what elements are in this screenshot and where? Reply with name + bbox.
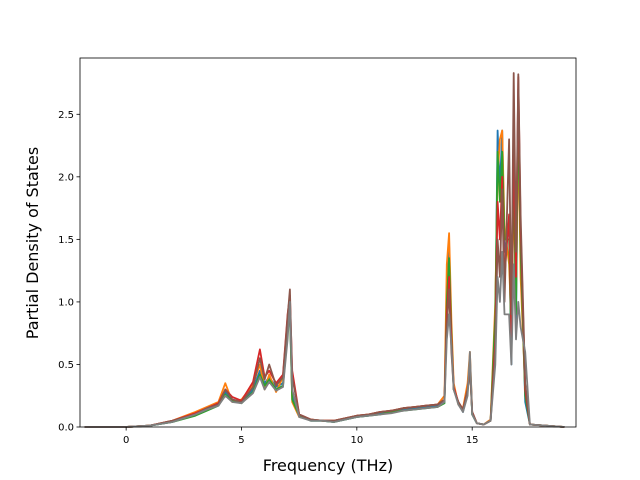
series-layer [84,72,565,428]
series-line-6 [84,250,565,428]
x-tick-label: 15 [466,435,479,446]
y-tick-label: 1.5 [58,235,74,246]
y-axis-label: Partial Density of States [23,147,42,339]
x-tick-label: 0 [123,435,129,446]
y-tick-label: 1.0 [58,297,74,308]
x-tick-label: 10 [350,435,363,446]
series-line-5 [84,72,565,428]
axes-layer: 0 5 10 15 0.0 0.5 1.0 1.5 2.0 2.5 [58,57,577,446]
y-tick-label: 0.5 [58,360,74,371]
x-axis-label: Frequency (THz) [263,456,393,475]
x-tick-label: 5 [238,435,244,446]
plot-frame [79,57,577,428]
y-tick-label: 0.0 [58,423,74,434]
y-tick-label: 2.0 [58,172,74,183]
y-tick-label: 2.5 [58,110,74,121]
